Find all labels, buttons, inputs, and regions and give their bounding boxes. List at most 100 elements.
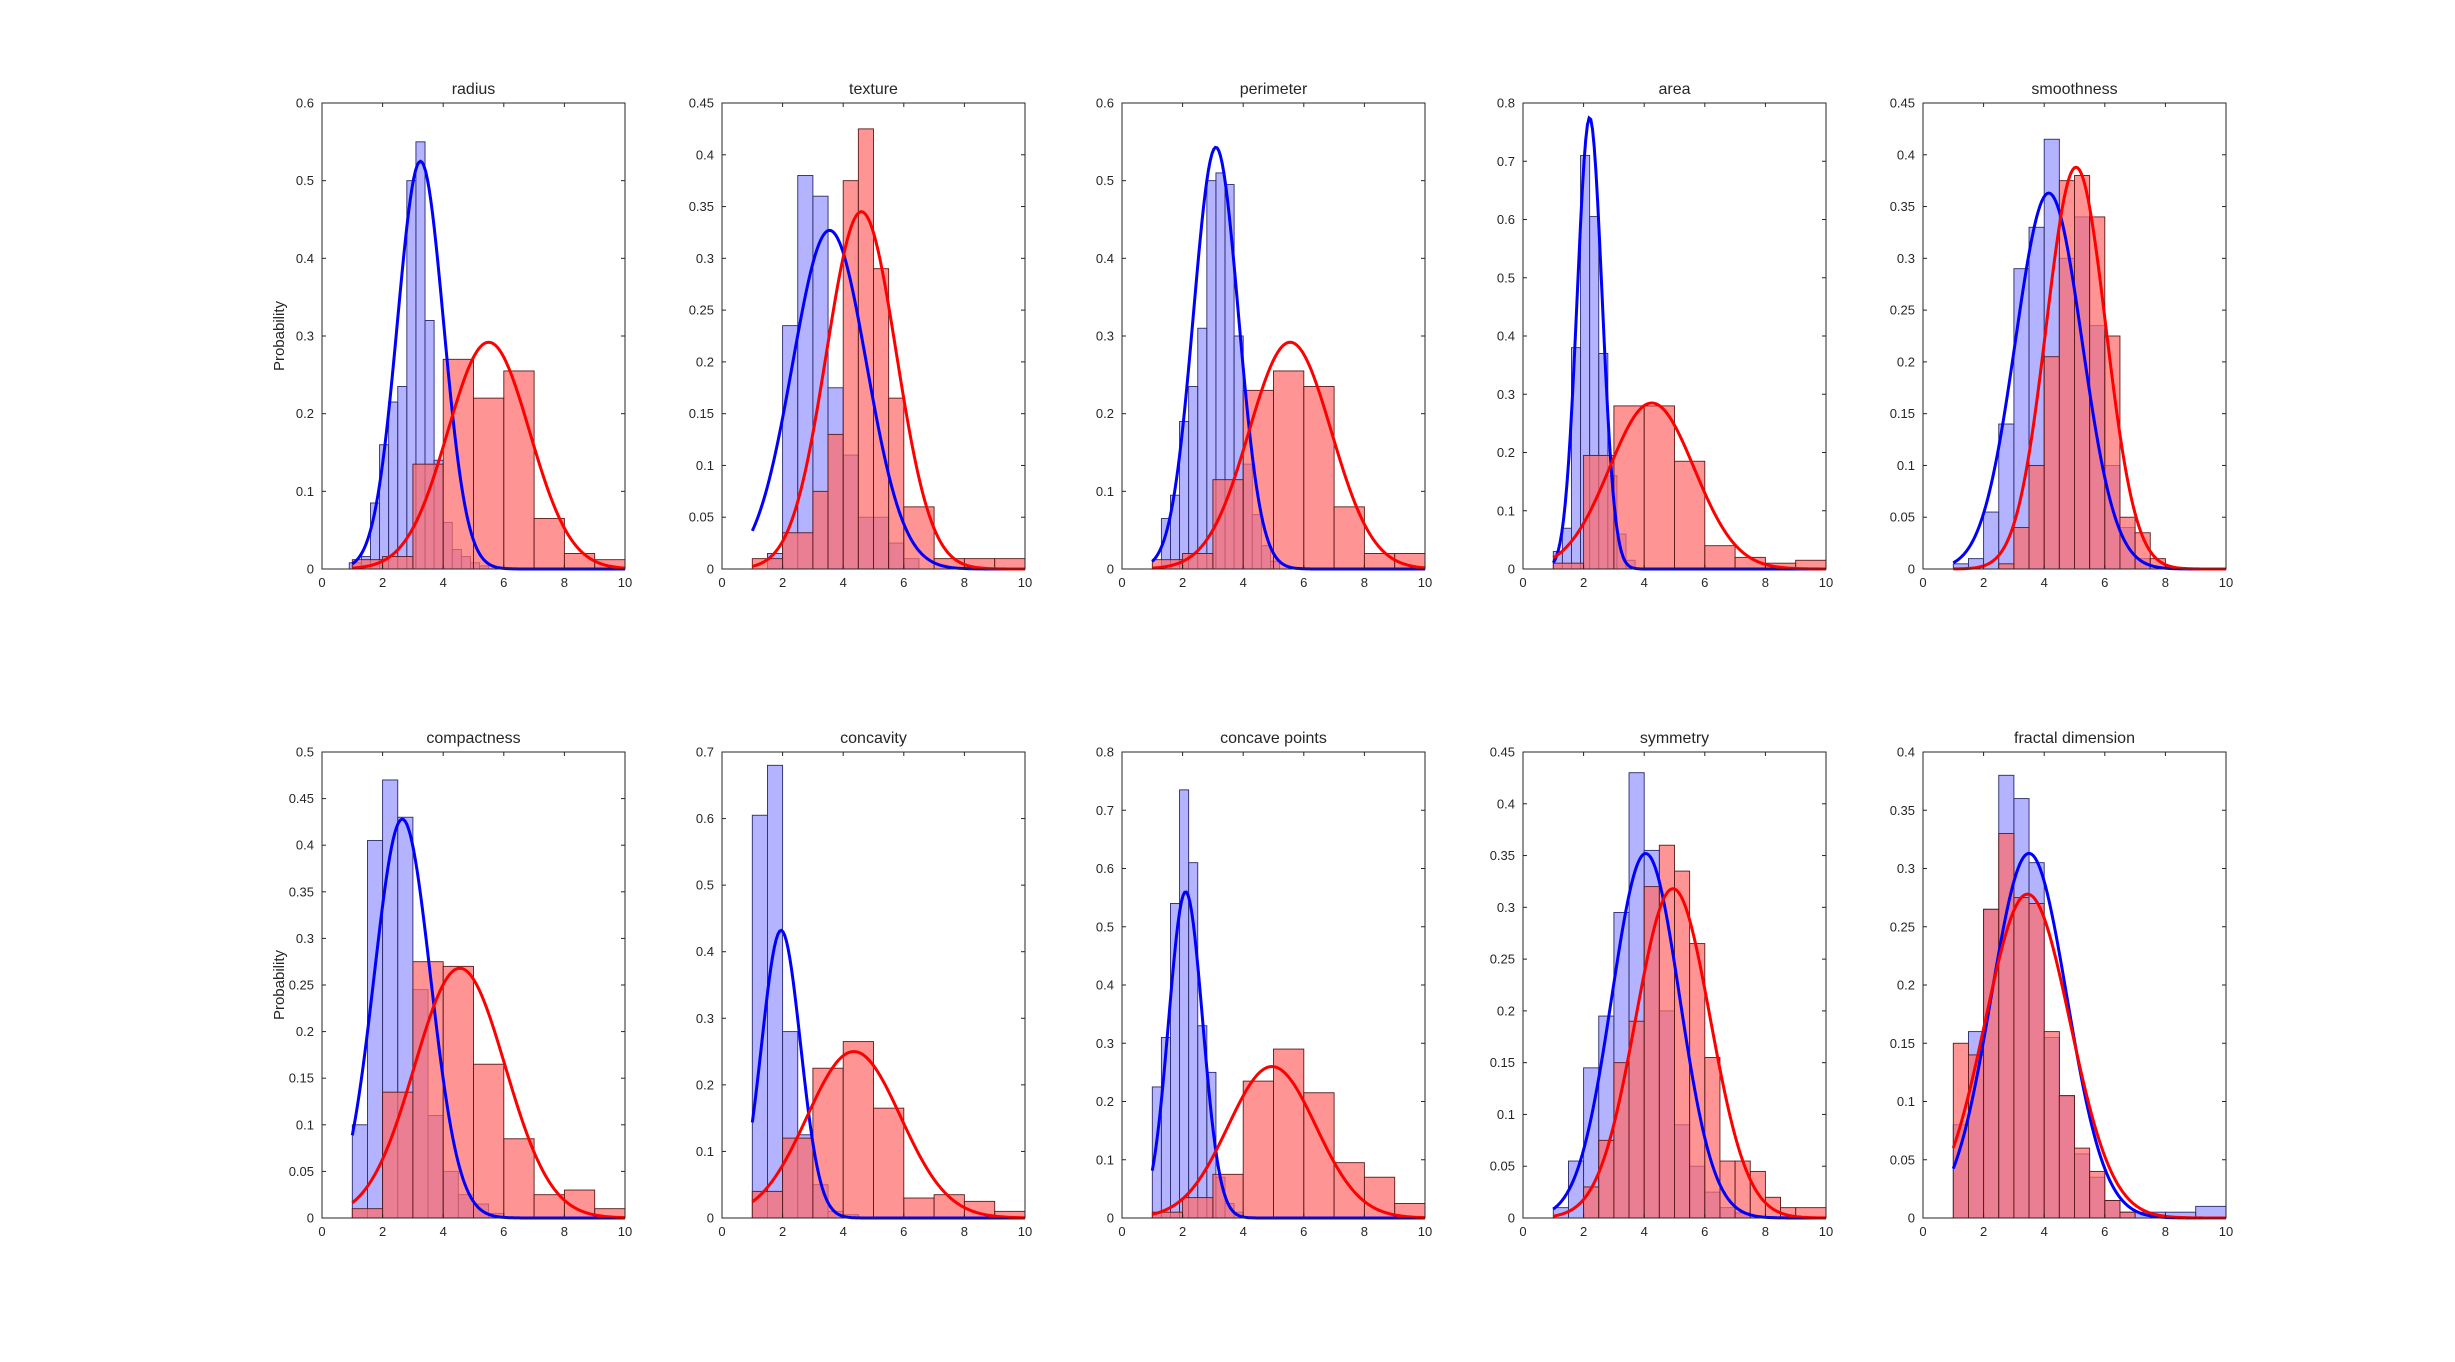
y-tick-label: 0 — [307, 1211, 314, 1226]
y-tick-label: 0.2 — [1497, 1003, 1515, 1018]
y-tick-label: 0.6 — [1497, 212, 1515, 227]
y-tick-label: 0 — [1508, 562, 1515, 577]
malignant-bar — [903, 1197, 935, 1219]
y-tick-label: 0.5 — [1096, 919, 1114, 934]
x-tick-label: 2 — [1580, 575, 1587, 590]
y-tick-label: 0.8 — [1497, 96, 1515, 111]
benign-bar — [2195, 1205, 2227, 1219]
x-tick-label: 4 — [2041, 575, 2048, 590]
malignant-bar — [533, 518, 565, 570]
x-tick-label: 8 — [2162, 575, 2169, 590]
benign-bar — [351, 1124, 368, 1219]
x-tick-label: 2 — [1980, 575, 1987, 590]
y-tick-label: 0.3 — [296, 931, 314, 946]
x-tick-label: 6 — [500, 1224, 507, 1239]
malignant-bar — [2089, 216, 2106, 570]
y-tick-label: 0.7 — [1096, 803, 1114, 818]
axes-box — [1922, 102, 2227, 570]
malignant-bar — [827, 433, 844, 570]
y-tick-label: 0.1 — [1897, 458, 1915, 473]
subplot-title: perimeter — [1240, 81, 1308, 98]
x-tick-label: 10 — [618, 575, 632, 590]
y-tick-label: 0.2 — [1897, 354, 1915, 369]
y-tick-label: 0.3 — [296, 329, 314, 344]
malignant-bar — [2104, 1200, 2121, 1219]
malignant-bar — [1998, 563, 2015, 570]
y-tick-label: 0.4 — [696, 147, 714, 162]
malignant-bar — [1303, 386, 1335, 570]
y-tick-label: 0.05 — [289, 1164, 314, 1179]
x-tick-label: 10 — [618, 1224, 632, 1239]
malignant-bar — [812, 490, 829, 570]
subplot-title: concave points — [1220, 730, 1327, 747]
y-tick-label: 0.05 — [1890, 510, 1915, 525]
y-tick-label: 0 — [1508, 1211, 1515, 1226]
x-tick-label: 10 — [1018, 575, 1032, 590]
y-tick-label: 0.3 — [1897, 861, 1915, 876]
y-tick-label: 0.4 — [1096, 251, 1114, 266]
y-tick-label: 0 — [1908, 562, 1915, 577]
y-tick-label: 0.15 — [1890, 1036, 1915, 1051]
x-tick-label: 6 — [500, 575, 507, 590]
x-tick-label: 2 — [379, 1224, 386, 1239]
malignant-bar — [2043, 1031, 2060, 1219]
malignant-fit-curve — [1553, 887, 1827, 1220]
y-tick-label: 0.2 — [696, 1077, 714, 1092]
y-axis-label: Probability — [271, 300, 288, 371]
y-tick-label: 0.2 — [696, 354, 714, 369]
x-tick-label: 2 — [379, 575, 386, 590]
malignant-bar — [473, 397, 505, 570]
y-axis-label: Probability — [271, 949, 288, 1020]
malignant-bar — [351, 1208, 384, 1219]
malignant-fit-curve — [751, 1050, 1026, 1220]
x-tick-label: 6 — [2101, 575, 2108, 590]
malignant-bar — [782, 1137, 814, 1219]
y-tick-label: 0.1 — [1497, 503, 1515, 518]
y-tick-label: 0.15 — [1890, 406, 1915, 421]
x-tick-label: 2 — [779, 575, 786, 590]
y-tick-label: 0 — [707, 1211, 714, 1226]
y-tick-label: 0.2 — [296, 406, 314, 421]
y-tick-label: 0.1 — [1096, 484, 1114, 499]
y-tick-label: 0.2 — [1096, 406, 1114, 421]
benign-bar — [767, 764, 784, 1219]
malignant-bar — [1583, 1186, 1600, 1219]
y-tick-label: 0.4 — [1897, 745, 1915, 760]
subplot-concave-points: concave points 0 2 4 6 8 10 0 0.1 0.2 0.3 0.4 0.5 0.6… — [1096, 730, 1432, 1239]
y-tick-label: 0.05 — [1490, 1159, 1515, 1174]
x-tick-label: 2 — [779, 1224, 786, 1239]
y-tick-label: 0.15 — [689, 406, 714, 421]
malignant-bar — [503, 1138, 535, 1219]
malignant-bar — [873, 1107, 905, 1219]
y-tick-label: 0.7 — [696, 745, 714, 760]
benign-bar — [1188, 386, 1199, 570]
malignant-bar — [842, 1041, 874, 1219]
y-tick-label: 0.25 — [689, 303, 714, 318]
subplot-radius: radius 0 2 4 6 8 10 0 0.1 0.2 0.3 0.4 0.5 0.6 Probabil… — [271, 81, 632, 590]
x-tick-label: 2 — [1980, 1224, 1987, 1239]
x-tick-label: 10 — [1018, 1224, 1032, 1239]
x-tick-label: 6 — [1701, 575, 1708, 590]
y-tick-label: 0 — [307, 562, 314, 577]
y-tick-label: 0.35 — [1890, 199, 1915, 214]
y-tick-label: 0.2 — [296, 1024, 314, 1039]
malignant-bar — [1704, 545, 1736, 570]
malignant-bar — [442, 965, 474, 1219]
malignant-fit-curve — [1552, 401, 1826, 571]
y-tick-label: 0.3 — [1096, 1036, 1114, 1051]
malignant-bar — [1628, 1020, 1645, 1219]
y-tick-label: 0 — [1908, 1211, 1915, 1226]
malignant-bar — [2043, 356, 2060, 570]
malignant-bar — [2119, 1211, 2136, 1219]
malignant-bar — [857, 128, 874, 570]
malignant-bar — [533, 1194, 565, 1219]
y-tick-label: 0 — [1107, 562, 1114, 577]
subplot-area: area 0 2 4 6 8 10 0 0.1 0.2 0.3 0.4 0.5 0.6 0.7 0.8 — [1497, 81, 1833, 590]
malignant-bar — [382, 1091, 414, 1219]
malignant-bar — [473, 1063, 505, 1219]
y-tick-label: 0.4 — [1897, 147, 1915, 162]
x-tick-label: 0 — [1519, 575, 1526, 590]
x-tick-label: 10 — [2219, 1224, 2233, 1239]
y-tick-label: 0.2 — [1497, 445, 1515, 460]
malignant-bar — [563, 553, 596, 570]
